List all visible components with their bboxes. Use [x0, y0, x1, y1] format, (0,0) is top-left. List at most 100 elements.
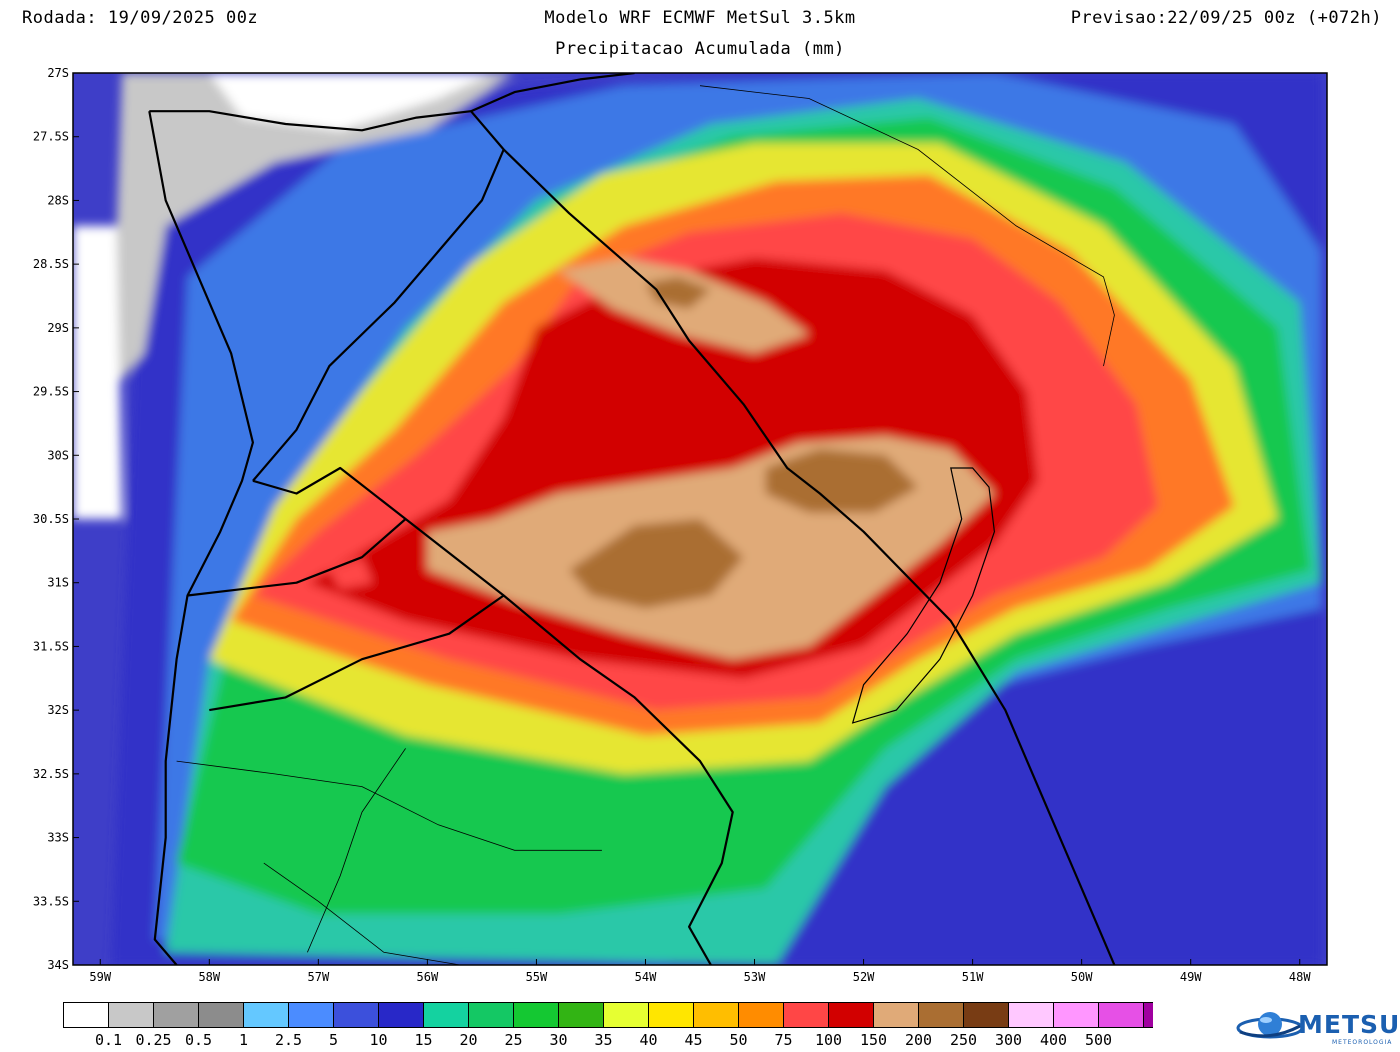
- legend-label: 200: [905, 1031, 932, 1049]
- border-line: [209, 594, 505, 712]
- lon-tick-label: 53W: [744, 970, 766, 984]
- legend-swatch: [468, 1002, 514, 1028]
- legend-swatch: [1008, 1002, 1054, 1028]
- legend-swatch: [108, 1002, 154, 1028]
- logo-subtitle: METEOROLOGIA: [1332, 1039, 1393, 1046]
- legend-label: 1: [239, 1031, 248, 1049]
- legend-label: 20: [459, 1031, 477, 1049]
- legend-swatch: [423, 1002, 469, 1028]
- legend-swatch: [558, 1002, 604, 1028]
- legend-label: 25: [504, 1031, 522, 1049]
- lon-tick-label: 57W: [308, 970, 330, 984]
- legend-label: 0.1: [95, 1031, 122, 1049]
- precip-region: [765, 448, 919, 513]
- lat-tick-label: 28.5S: [33, 257, 69, 271]
- map-area: [73, 73, 1327, 965]
- border-line: [187, 518, 407, 597]
- state-line: [699, 85, 1115, 367]
- color-scale-legend: 0.1 0.25 0.5 1 2.5 5 10 15 20 25 30 35 40 45 50 75 100 15…: [63, 1002, 1153, 1049]
- lon-tick-label: 49W: [1180, 970, 1202, 984]
- legend-swatch: [63, 1002, 109, 1028]
- lat-tick-label: 33S: [47, 831, 69, 845]
- lat-tick-label: 27.5S: [33, 130, 69, 144]
- legend-label: 0.25: [135, 1031, 171, 1049]
- legend-label: 75: [774, 1031, 792, 1049]
- lat-tick-label: 33.5S: [33, 894, 69, 908]
- legend-label: 35: [594, 1031, 612, 1049]
- lon-tick-label: 50W: [1071, 970, 1093, 984]
- state-line: [263, 862, 461, 965]
- legend-label: 15: [414, 1031, 432, 1049]
- legend-labels: 0.1 0.25 0.5 1 2.5 5 10 15 20 25 30 35 40 45 50 75 100 15…: [95, 1031, 1112, 1049]
- model-title: Modelo WRF ECMWF MetSul 3.5km: [544, 8, 856, 28]
- latitude-axis: 27S 27.5S 28S 28.5S 29S 29.5S 30S 30.5S 31S 31.5S…: [33, 66, 79, 972]
- legend-label: 50: [729, 1031, 747, 1049]
- legend-swatch: [693, 1002, 739, 1028]
- longitude-axis: 59W 58W 57W 56W 55W 54W 53W 52W 51W 50W 49W 48W: [89, 959, 1311, 984]
- lat-tick-label: 32S: [47, 703, 69, 717]
- legend-swatch: [873, 1002, 919, 1028]
- lon-tick-label: 56W: [417, 970, 439, 984]
- border-line: [252, 149, 505, 482]
- lat-tick-label: 32.5S: [33, 767, 69, 781]
- globe-icon: [1236, 1012, 1302, 1039]
- state-boundaries: [176, 85, 1115, 965]
- legend-label: 300: [995, 1031, 1022, 1049]
- lon-tick-label: 51W: [962, 970, 984, 984]
- lon-tick-label: 55W: [526, 970, 548, 984]
- legend-swatch: [288, 1002, 334, 1028]
- legend-label: 500: [1085, 1031, 1112, 1049]
- legend-swatch: [1143, 1002, 1153, 1028]
- legend-swatch: [603, 1002, 649, 1028]
- precip-region: [569, 519, 744, 609]
- lat-tick-label: 28S: [47, 193, 69, 207]
- lat-tick-label: 27S: [47, 66, 69, 80]
- legend-swatch: [153, 1002, 199, 1028]
- lagoon-outline: [851, 467, 996, 724]
- legend-swatch: [513, 1002, 559, 1028]
- legend-label: 250: [950, 1031, 977, 1049]
- state-line: [176, 760, 602, 851]
- precip-region: [209, 73, 493, 131]
- legend-swatch: [963, 1002, 1009, 1028]
- legend-label: 30: [549, 1031, 567, 1049]
- lon-tick-label: 52W: [853, 970, 875, 984]
- country-borders: [148, 73, 1116, 965]
- legend-swatch: [1053, 1002, 1099, 1028]
- precipitation-map: 27S 27.5S 28S 28.5S 29S 29.5S 30S 30.5S 31S 31.5S…: [33, 66, 1328, 984]
- lat-tick-label: 31S: [47, 576, 69, 590]
- lon-tick-label: 59W: [89, 970, 111, 984]
- border-line: [470, 73, 635, 113]
- legend-swatch: [648, 1002, 694, 1028]
- logo-wordmark: METSUL: [1298, 1010, 1400, 1039]
- lat-tick-label: 34S: [47, 958, 69, 972]
- precip-region: [329, 557, 373, 590]
- legend-swatch: [198, 1002, 244, 1028]
- legend-label: 40: [639, 1031, 657, 1049]
- lat-tick-label: 30.5S: [33, 512, 69, 526]
- variable-subtitle: Precipitacao Acumulada (mm): [555, 39, 845, 59]
- metsul-logo: METSUL METEOROLOGIA: [1232, 1006, 1400, 1050]
- legend-swatches: [63, 1002, 1153, 1028]
- lat-tick-label: 30S: [47, 448, 69, 462]
- legend-swatch: [1098, 1002, 1144, 1028]
- legend-label: 100: [815, 1031, 842, 1049]
- legend-swatch: [918, 1002, 964, 1028]
- legend-swatch: [828, 1002, 874, 1028]
- lat-tick-label: 31.5S: [33, 639, 69, 653]
- legend-label: 0.5: [185, 1031, 212, 1049]
- legend-swatch: [378, 1002, 424, 1028]
- state-line: [307, 748, 406, 953]
- run-time-label: Rodada: 19/09/2025 00z: [22, 8, 259, 28]
- lon-tick-label: 54W: [635, 970, 657, 984]
- legend-label: 10: [369, 1031, 387, 1049]
- lon-tick-label: 58W: [198, 970, 220, 984]
- lat-tick-label: 29S: [47, 321, 69, 335]
- legend-label: 400: [1040, 1031, 1067, 1049]
- border-line: [252, 466, 734, 965]
- border-line: [148, 111, 254, 965]
- forecast-valid-label: Previsao:22/09/25 00z (+072h): [1070, 8, 1382, 28]
- legend-swatch: [333, 1002, 379, 1028]
- legend-swatch: [243, 1002, 289, 1028]
- legend-swatch: [738, 1002, 784, 1028]
